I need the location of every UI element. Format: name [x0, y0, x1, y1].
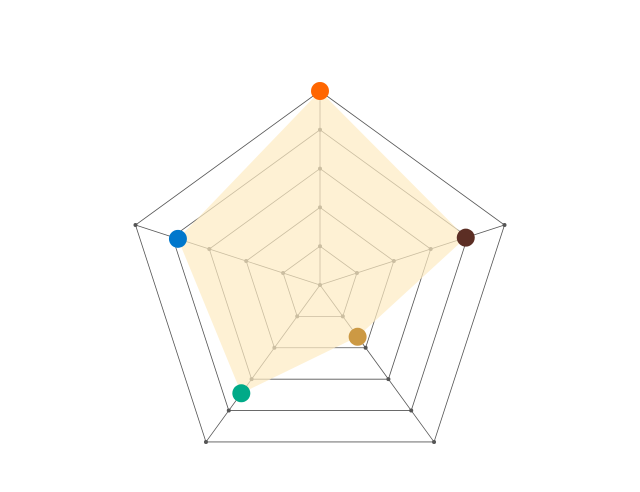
grid-dot-3-3	[386, 377, 391, 382]
data-point-4[interactable]	[232, 384, 251, 403]
data-point-5[interactable]	[168, 229, 187, 248]
grid-dot-5-2	[502, 223, 507, 228]
grid-ring-5	[135, 90, 505, 443]
data-point-1[interactable]	[311, 82, 329, 100]
grid-dot-4-3	[409, 408, 414, 413]
series-area-1	[177, 91, 466, 394]
data-point-2[interactable]	[456, 228, 475, 247]
grid-dot-5-5	[133, 223, 138, 228]
grid-dot-4-4	[226, 408, 231, 413]
grid-dot-2-3	[363, 345, 368, 350]
grid-dot-5-4	[203, 439, 208, 444]
radar-area-layer	[177, 91, 466, 394]
grid-dot-5-3	[432, 439, 437, 444]
radar-points	[168, 82, 475, 403]
data-point-3[interactable]	[348, 327, 367, 346]
